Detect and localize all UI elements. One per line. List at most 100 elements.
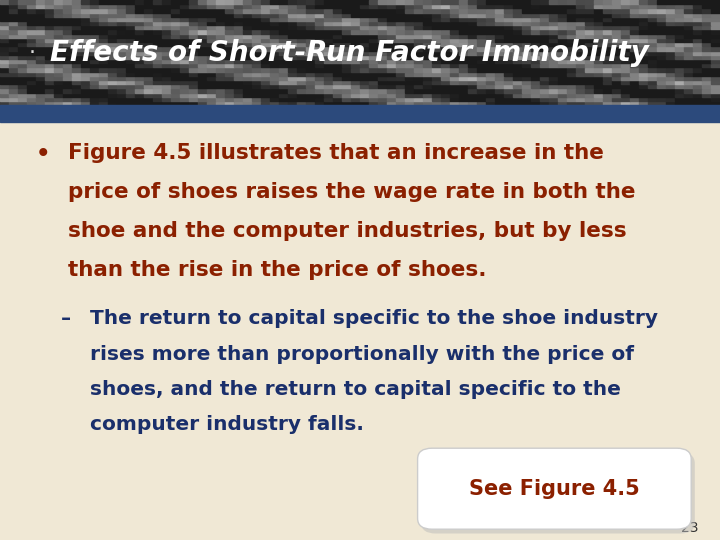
Bar [270, 12, 279, 17]
Bar [324, 59, 333, 63]
Bar [531, 38, 540, 42]
Bar [0, 0, 9, 4]
Bar [117, 17, 126, 21]
Bar [432, 93, 441, 97]
Bar [504, 25, 513, 30]
Bar [684, 0, 693, 4]
Bar [648, 89, 657, 93]
Bar [414, 72, 423, 76]
Bar [333, 101, 342, 105]
Bar [612, 93, 621, 97]
Bar [153, 4, 162, 9]
Bar [522, 84, 531, 89]
Bar [594, 72, 603, 76]
Bar [126, 38, 135, 42]
Bar [585, 89, 594, 93]
Bar [504, 55, 513, 59]
Bar [360, 84, 369, 89]
Bar [576, 55, 585, 59]
Bar [639, 51, 648, 55]
Bar [603, 97, 612, 101]
Bar [549, 93, 558, 97]
Bar [486, 63, 495, 68]
Bar [405, 93, 414, 97]
Bar [639, 101, 648, 105]
Bar [567, 30, 576, 33]
Bar [432, 12, 441, 17]
Bar [414, 46, 423, 51]
Bar [432, 89, 441, 93]
Bar [504, 89, 513, 93]
Text: Effects of Short-Run Factor Immobility: Effects of Short-Run Factor Immobility [50, 39, 649, 66]
Bar [558, 12, 567, 17]
Bar [135, 89, 144, 93]
Bar [54, 25, 63, 30]
Bar [189, 80, 198, 84]
Bar [441, 9, 450, 12]
Bar [27, 63, 36, 68]
Bar [108, 0, 117, 4]
Bar [495, 21, 504, 25]
Bar [387, 0, 396, 4]
Bar [243, 0, 252, 4]
Bar [108, 80, 117, 84]
Bar [243, 76, 252, 80]
Bar [9, 63, 18, 68]
Bar [522, 30, 531, 33]
Bar [612, 42, 621, 46]
Bar [90, 9, 99, 12]
Bar [612, 59, 621, 63]
Bar [657, 68, 666, 72]
Bar [522, 42, 531, 46]
Bar [135, 17, 144, 21]
Bar [441, 46, 450, 51]
Bar [513, 25, 522, 30]
Bar [81, 89, 90, 93]
Bar [504, 9, 513, 12]
Bar [585, 68, 594, 72]
Bar [45, 93, 54, 97]
Bar [18, 12, 27, 17]
Bar [675, 12, 684, 17]
Bar [342, 30, 351, 33]
Bar [567, 80, 576, 84]
Bar [531, 42, 540, 46]
Bar [153, 9, 162, 12]
Bar [558, 59, 567, 63]
Bar [189, 33, 198, 38]
Bar [495, 0, 504, 4]
Bar [648, 33, 657, 38]
Bar [639, 21, 648, 25]
Bar [198, 97, 207, 101]
Bar [378, 0, 387, 4]
Bar [36, 51, 45, 55]
Bar [558, 25, 567, 30]
Bar [360, 0, 369, 4]
Bar [423, 80, 432, 84]
Bar [270, 72, 279, 76]
Bar [0, 38, 9, 42]
Bar [432, 21, 441, 25]
Bar [711, 33, 720, 38]
Bar [630, 101, 639, 105]
Bar [162, 21, 171, 25]
Bar [45, 76, 54, 80]
Bar [351, 101, 360, 105]
Bar [603, 38, 612, 42]
Bar [477, 76, 486, 80]
Bar [225, 25, 234, 30]
Bar [324, 38, 333, 42]
Bar [198, 33, 207, 38]
Bar [72, 80, 81, 84]
Bar [441, 42, 450, 46]
Bar [684, 51, 693, 55]
Bar [180, 72, 189, 76]
Bar [18, 93, 27, 97]
Bar [702, 33, 711, 38]
Bar [189, 4, 198, 9]
Bar [621, 76, 630, 80]
Bar [153, 89, 162, 93]
Bar [90, 89, 99, 93]
Bar [414, 25, 423, 30]
Bar [540, 68, 549, 72]
